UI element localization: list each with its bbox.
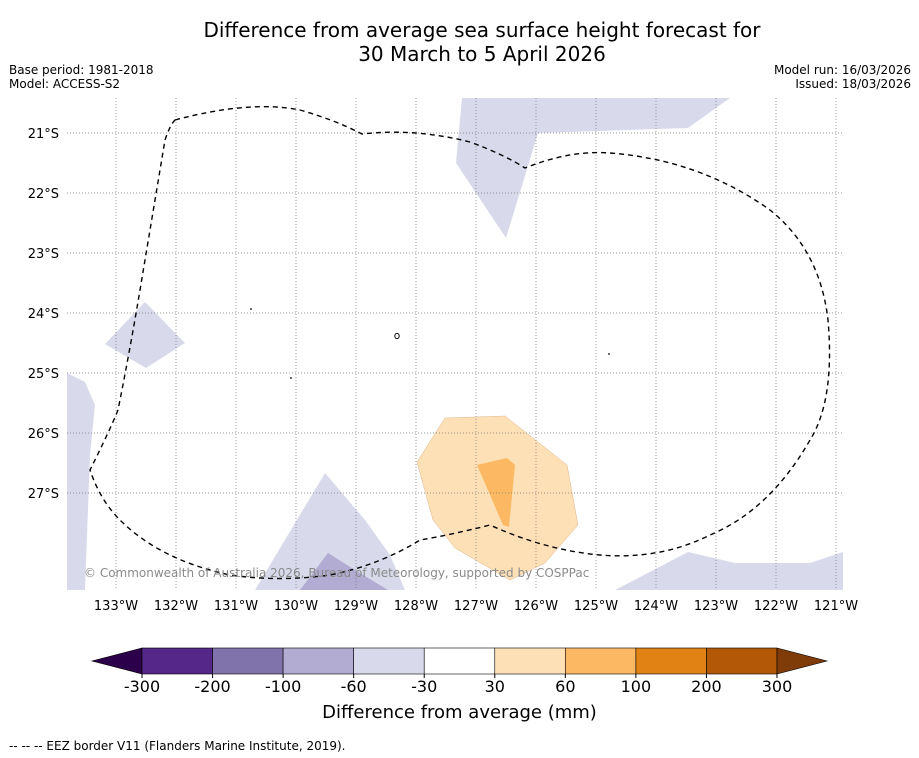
longitude-label: 131°W bbox=[214, 599, 258, 614]
longitude-label: 129°W bbox=[334, 599, 378, 614]
island-3 bbox=[290, 377, 292, 379]
issued-date: Issued: 18/03/2026 bbox=[795, 77, 911, 91]
colorbar-segment bbox=[212, 647, 284, 675]
contour-neg-bottom-right bbox=[615, 552, 843, 590]
longitude-label: 123°W bbox=[694, 599, 738, 614]
longitude-label: 121°W bbox=[814, 599, 858, 614]
colorbar-segment bbox=[635, 647, 707, 675]
colorbar-segment bbox=[141, 647, 213, 675]
colorbar-tick-label: -60 bbox=[341, 677, 367, 696]
footnote-eez: -- -- -- EEZ border V11 (Flanders Marine… bbox=[9, 739, 346, 753]
contour-neg-bottom bbox=[255, 473, 405, 590]
longitude-label: 128°W bbox=[394, 599, 438, 614]
longitude-label: 130°W bbox=[274, 599, 318, 614]
map-copyright: © Commonwealth of Australia 2026, Bureau… bbox=[84, 566, 589, 580]
longitude-label: 133°W bbox=[94, 599, 138, 614]
longitude-label: 122°W bbox=[754, 599, 798, 614]
longitude-label: 125°W bbox=[574, 599, 618, 614]
colorbar-segment bbox=[706, 647, 778, 675]
contour-pos-100 bbox=[477, 458, 515, 527]
chart-title: Difference from average sea surface heig… bbox=[0, 18, 919, 66]
model-name: Model: ACCESS-S2 bbox=[9, 77, 121, 91]
colorbar-tick-label: 300 bbox=[762, 677, 793, 696]
longitude-label: 132°W bbox=[154, 599, 198, 614]
colorbar-tick-label: 100 bbox=[621, 677, 652, 696]
island-2 bbox=[250, 308, 252, 310]
longitude-label: 126°W bbox=[514, 599, 558, 614]
meta-left: Base period: 1981-2018 Model: ACCESS-S2 bbox=[9, 63, 154, 91]
colorbar-tick-label: -200 bbox=[194, 677, 230, 696]
latitude-labels: 21°S 22°S 23°S 24°S 25°S 26°S 27°S bbox=[28, 127, 59, 502]
colorbar-tick-label: -30 bbox=[411, 677, 437, 696]
colorbar-segment bbox=[565, 647, 637, 675]
colorbar-tick-label: -100 bbox=[265, 677, 301, 696]
colorbar-tick-label: -300 bbox=[124, 677, 160, 696]
title-line-2: 30 March to 5 April 2026 bbox=[358, 42, 606, 66]
colorbar-under-triangle bbox=[90, 647, 143, 675]
contour-neg-left-diamond bbox=[105, 302, 185, 368]
longitude-label: 124°W bbox=[634, 599, 678, 614]
colorbar-segment bbox=[282, 647, 354, 675]
colorbar-over-triangle bbox=[776, 647, 829, 675]
gridlines bbox=[67, 98, 843, 590]
colorbar-segment bbox=[353, 647, 425, 675]
colorbar-ticks: -300 -200 -100 -60 -30 30 60 100 200 300 bbox=[124, 674, 792, 696]
colorbar-segment bbox=[423, 647, 496, 675]
island-1 bbox=[394, 332, 400, 340]
title-line-1: Difference from average sea surface heig… bbox=[203, 18, 761, 42]
longitude-labels: 133°W 132°W 131°W 130°W 129°W 128°W 127°W 126°W… bbox=[94, 599, 858, 614]
base-period: Base period: 1981-2018 bbox=[9, 63, 154, 77]
latitude-label: 22°S bbox=[28, 187, 59, 202]
meta-right: Model run: 16/03/2026 Issued: 18/03/2026 bbox=[774, 63, 911, 91]
latitude-label: 27°S bbox=[28, 487, 59, 502]
latitude-label: 26°S bbox=[28, 427, 59, 442]
latitude-label: 24°S bbox=[28, 307, 59, 322]
colorbar-tick-label: 60 bbox=[555, 677, 575, 696]
island-4 bbox=[608, 353, 610, 355]
longitude-label: 127°W bbox=[454, 599, 498, 614]
latitude-label: 23°S bbox=[28, 247, 59, 262]
model-run: Model run: 16/03/2026 bbox=[773, 63, 911, 77]
colorbar-tick-label: 30 bbox=[485, 677, 505, 696]
colorbar bbox=[90, 647, 829, 675]
colorbar-label: Difference from average (mm) bbox=[322, 702, 597, 723]
contour-neg-left-edge bbox=[67, 373, 95, 590]
eez-border bbox=[89, 105, 831, 580]
latitude-label: 21°S bbox=[28, 127, 59, 142]
colorbar-segment bbox=[494, 647, 566, 675]
colorbar-tick-label: 200 bbox=[691, 677, 722, 696]
latitude-label: 25°S bbox=[28, 367, 59, 382]
